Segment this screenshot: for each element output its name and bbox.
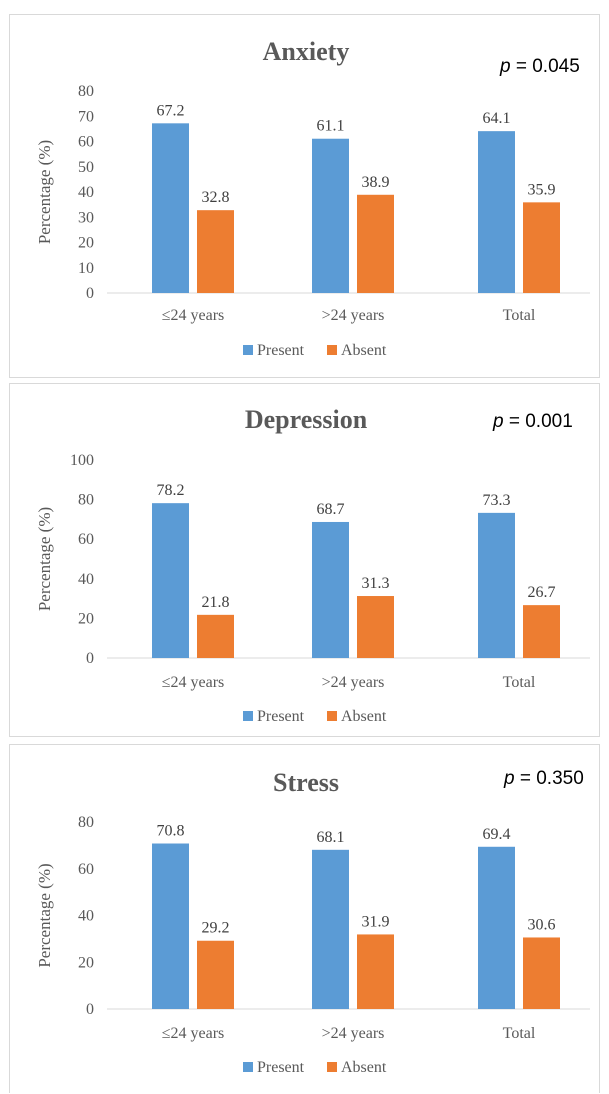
y-tick-label: 80	[78, 492, 94, 509]
data-label: 26.7	[528, 584, 556, 601]
depression-chart: Depression p = 0.001 Percentage (%) 0 20 40 60…	[35, 405, 590, 725]
legend-label-present: Present	[257, 1059, 305, 1076]
bar-present	[312, 138, 349, 293]
bar-present	[152, 123, 189, 293]
data-label: 68.7	[317, 501, 345, 518]
data-label: 64.1	[483, 110, 511, 127]
y-tick-label: 80	[78, 814, 94, 831]
anxiety-chart-panel: Anxiety p = 0.045 Percentage (%) 0 10 20 30 40 5…	[9, 14, 600, 378]
y-tick-label: 20	[78, 954, 94, 971]
y-tick-label: 20	[78, 235, 94, 252]
chart-title: Stress	[273, 768, 339, 797]
y-axis-label: Percentage (%)	[35, 140, 54, 244]
stress-chart: Stress p = 0.350 Percentage (%) 0 20 40 60 80 70…	[35, 768, 590, 1076]
data-label: 69.4	[483, 826, 511, 843]
legend-label-absent: Absent	[341, 708, 387, 725]
legend-swatch-absent	[327, 711, 337, 721]
legend-label-absent: Absent	[341, 342, 387, 359]
data-label: 68.1	[317, 829, 345, 846]
y-tick-label: 60	[78, 861, 94, 878]
data-label: 70.8	[157, 823, 185, 840]
p-value-annotation: p = 0.045	[499, 56, 580, 77]
bar-absent	[523, 937, 560, 1009]
legend-label-absent: Absent	[341, 1059, 387, 1076]
bar-absent	[357, 934, 394, 1009]
bar-absent	[523, 202, 560, 293]
legend-label-present: Present	[257, 708, 305, 725]
bar-present	[152, 503, 189, 658]
data-label: 78.2	[157, 482, 185, 499]
data-label: 35.9	[528, 181, 556, 198]
y-axis-label: Percentage (%)	[35, 507, 54, 611]
data-label: 30.6	[528, 916, 556, 933]
y-tick-label: 60	[78, 531, 94, 548]
y-tick-label: 0	[86, 650, 94, 667]
category-label: ≤24 years	[162, 674, 225, 691]
y-tick-label: 40	[78, 571, 94, 588]
y-tick-label: 40	[78, 908, 94, 925]
chart-title: Anxiety	[263, 37, 350, 66]
bar-absent	[357, 194, 394, 293]
y-tick-label: 30	[78, 209, 94, 226]
legend-label-present: Present	[257, 342, 305, 359]
category-label: ≤24 years	[162, 307, 225, 324]
data-label: 61.1	[317, 118, 345, 135]
chart-title: Depression	[245, 405, 368, 434]
y-tick-label: 70	[78, 108, 94, 125]
bar-absent	[197, 940, 234, 1009]
data-label: 21.8	[202, 594, 230, 611]
y-tick-label: 0	[86, 1001, 94, 1018]
bar-present	[152, 843, 189, 1009]
legend-swatch-absent	[327, 345, 337, 355]
bar-absent	[357, 596, 394, 658]
category-label: Total	[503, 307, 536, 324]
bar-present	[312, 521, 349, 658]
bar-present	[478, 131, 515, 293]
y-tick-label: 20	[78, 610, 94, 627]
data-label: 32.8	[202, 189, 230, 206]
data-label: 29.2	[202, 920, 230, 937]
bar-absent	[197, 210, 234, 293]
data-label: 73.3	[483, 492, 511, 509]
bar-absent	[197, 614, 234, 658]
p-value-annotation: p = 0.350	[503, 768, 584, 789]
anxiety-chart: Anxiety p = 0.045 Percentage (%) 0 10 20 30 40 5…	[35, 37, 590, 359]
depression-chart-panel: Depression p = 0.001 Percentage (%) 0 20 40 60…	[9, 383, 600, 737]
data-label: 31.9	[362, 913, 390, 930]
y-tick-label: 80	[78, 83, 94, 100]
y-tick-label: 10	[78, 260, 94, 277]
category-label: Total	[503, 1025, 536, 1042]
bar-absent	[523, 605, 560, 658]
bar-present	[312, 849, 349, 1009]
category-label: >24 years	[322, 307, 385, 324]
legend-swatch-absent	[327, 1062, 337, 1072]
p-value-annotation: p = 0.001	[492, 411, 573, 432]
data-label: 67.2	[157, 102, 185, 119]
category-label: >24 years	[322, 674, 385, 691]
category-label: Total	[503, 674, 536, 691]
category-label: >24 years	[322, 1025, 385, 1042]
data-label: 38.9	[362, 174, 390, 191]
bar-present	[478, 846, 515, 1009]
legend-swatch-present	[243, 711, 253, 721]
y-tick-label: 100	[70, 452, 94, 469]
y-tick-label: 40	[78, 184, 94, 201]
legend-swatch-present	[243, 1062, 253, 1072]
y-axis-label: Percentage (%)	[35, 863, 54, 967]
legend-swatch-present	[243, 345, 253, 355]
stress-chart-panel: Stress p = 0.350 Percentage (%) 0 20 40 60 80 70…	[9, 744, 600, 1093]
category-label: ≤24 years	[162, 1025, 225, 1042]
data-label: 31.3	[362, 575, 390, 592]
y-tick-label: 0	[86, 285, 94, 302]
y-tick-label: 50	[78, 159, 94, 176]
bar-present	[478, 512, 515, 658]
y-tick-label: 60	[78, 134, 94, 151]
